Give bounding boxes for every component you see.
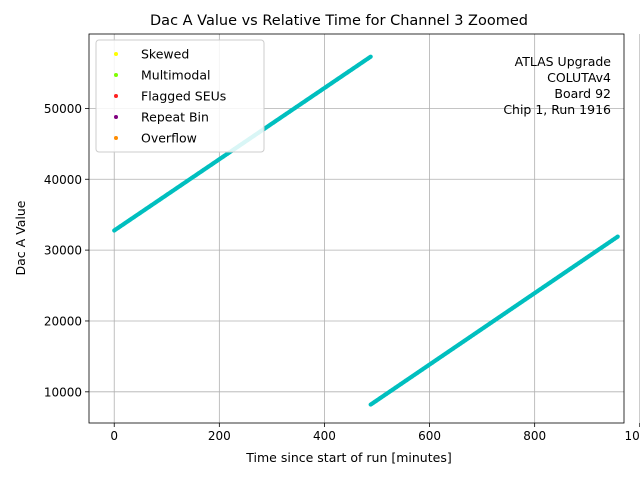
y-tick-label: 10000 (44, 385, 82, 399)
legend-label: Repeat Bin (141, 110, 209, 125)
chart-title: Dac A Value vs Relative Time for Channel… (150, 13, 528, 29)
axes (85, 33, 640, 427)
x-tick-labels: 0 200 400 600 800 1000 (110, 429, 640, 443)
y-axis-label: Dac A Value (13, 200, 28, 275)
legend-marker (114, 94, 118, 98)
x-axis-label: Time since start of run [minutes] (245, 450, 451, 465)
annotation-line: COLUTAv4 (547, 70, 611, 85)
y-tick-label: 40000 (44, 173, 82, 187)
legend-marker (114, 115, 118, 119)
legend-marker (114, 136, 118, 140)
legend-label: Flagged SEUs (141, 89, 226, 104)
legend-frame (95, 39, 265, 153)
x-tick-label: 600 (418, 429, 441, 443)
legend-marker (114, 73, 118, 77)
legend: Skewed Multimodal Flagged SEUs Repeat Bin Ov… (95, 39, 265, 153)
annotation-line: Chip 1, Run 1916 (503, 102, 611, 117)
x-tick-label: 800 (523, 429, 546, 443)
legend-label: Multimodal (141, 68, 210, 83)
annotation-line: ATLAS Upgrade (515, 54, 612, 69)
legend-label: Overflow (141, 131, 197, 146)
data-points (112, 54, 620, 407)
legend-marker (114, 52, 118, 56)
annotation-line: Board 92 (554, 86, 611, 101)
y-tick-label: 20000 (44, 314, 82, 328)
data-point (615, 234, 620, 239)
plot-frame (88, 33, 625, 424)
data-point (368, 54, 373, 59)
x-tick-label: 200 (208, 429, 231, 443)
x-tick-label: 0 (110, 429, 118, 443)
x-tick-label: 400 (313, 429, 336, 443)
y-tick-label: 30000 (44, 244, 82, 258)
legend-label: Skewed (141, 47, 189, 62)
x-tick-label: 1000 (624, 429, 640, 443)
y-tick-labels: 10000 20000 30000 40000 50000 (44, 102, 82, 399)
y-tick-label: 50000 (44, 102, 82, 116)
